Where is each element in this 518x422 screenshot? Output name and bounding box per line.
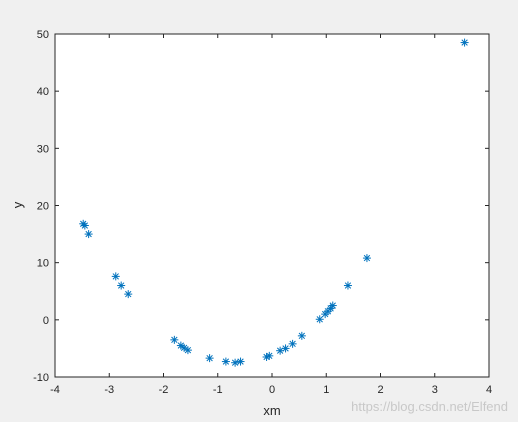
data-point [205,354,214,363]
x-tick-label: 2 [377,384,383,396]
data-point [281,344,290,353]
data-point [231,358,240,367]
data-point [343,281,352,290]
y-tick-label: 0 [43,315,49,327]
y-tick-label: 20 [37,201,49,213]
data-point [183,346,192,355]
y-tick-label: -10 [33,372,49,384]
x-tick-label: 0 [269,384,275,396]
y-tick-label: 40 [37,86,49,98]
y-tick-label: 30 [37,143,49,155]
plot-area [55,34,489,377]
x-tick-label: 4 [486,384,492,396]
y-tick-label: 10 [37,258,49,270]
x-tick-label: 1 [323,384,329,396]
data-point [170,335,179,344]
data-point [460,38,469,47]
data-markers [79,38,469,367]
data-point [276,346,285,355]
x-tick-label: -4 [50,384,60,396]
data-point [362,254,371,263]
data-point [315,315,324,324]
x-axis-label: xm [263,403,280,418]
axes-box [54,33,490,378]
x-tick-label: -1 [213,384,223,396]
x-tick-label: -2 [159,384,169,396]
data-point [117,281,126,290]
y-axis-label: y [10,201,25,208]
data-point [297,331,306,340]
y-tick-label: 50 [37,29,49,41]
data-point [236,357,245,366]
data-point [84,230,93,239]
data-point [80,221,89,230]
x-tick-label: -3 [104,384,114,396]
data-point [288,339,297,348]
x-tick-label: 3 [432,384,438,396]
watermark: https://blog.csdn.net/Elfend [351,399,508,414]
data-point [124,290,133,299]
data-point [328,301,337,310]
data-point [111,272,120,281]
data-point [265,351,274,360]
data-point [221,357,230,366]
